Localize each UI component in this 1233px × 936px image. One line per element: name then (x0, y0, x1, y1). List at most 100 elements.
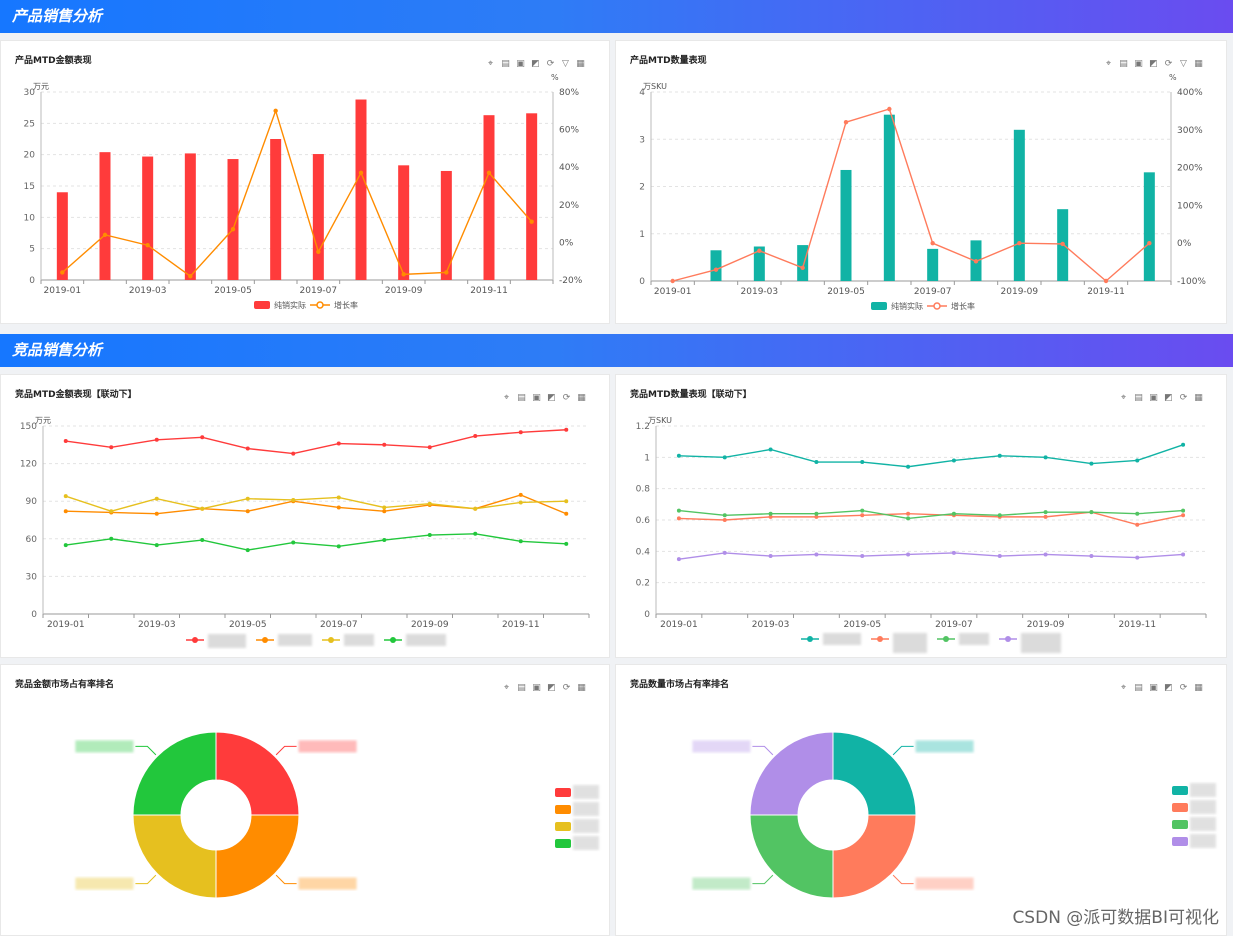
y-tick-label: 0.4 (636, 547, 651, 557)
image-icon[interactable]: ▣ (1149, 683, 1158, 693)
image-icon[interactable]: ▣ (532, 393, 541, 403)
y-tick-label: 0.2 (636, 579, 650, 589)
series-point (154, 511, 159, 516)
growth-point (444, 270, 449, 275)
series-point (951, 550, 956, 555)
growth-point (60, 270, 65, 275)
restore-icon[interactable]: ⟳ (1179, 683, 1188, 693)
move-icon[interactable]: ⌖ (1120, 683, 1127, 693)
panel-title: 竞品数量市场占有率排名 (630, 680, 730, 690)
bar (227, 159, 239, 280)
legend-swatch-dot (328, 637, 334, 643)
series-point (860, 460, 865, 465)
legend-label-obscured (344, 634, 374, 646)
save-icon[interactable]: ◩ (547, 683, 556, 693)
series-point (200, 506, 205, 511)
series-point (676, 557, 681, 562)
panel-competitor-quantity: 竞品MTD数量表现【联动下】 ⌖ ▤ ▣ ◩ ⟳ ▦ 0 0.2 0.4 0.6 0.8… (615, 374, 1227, 658)
qr-icon[interactable]: ▦ (577, 393, 586, 403)
y-tick-label: 2 (639, 183, 645, 193)
qr-icon[interactable]: ▦ (1194, 683, 1203, 693)
series-point (906, 552, 911, 557)
move-icon[interactable]: ⌖ (1105, 59, 1112, 69)
data-view-icon[interactable]: ▤ (1119, 59, 1128, 69)
legend-swatch (1172, 803, 1188, 812)
legend-swatch-dot (1005, 636, 1011, 642)
qr-icon[interactable]: ▦ (1194, 59, 1203, 69)
move-icon[interactable]: ⌖ (503, 393, 510, 403)
series-point (154, 496, 159, 501)
series-line (678, 444, 1184, 468)
series-point (1089, 510, 1094, 515)
series-point (1043, 510, 1048, 515)
growth-line (61, 108, 533, 278)
series-point (564, 499, 569, 504)
filter-icon[interactable]: ▽ (1180, 59, 1187, 69)
data-view-icon[interactable]: ▤ (1134, 393, 1143, 403)
y-tick-label: 25 (24, 119, 35, 129)
series-point (1043, 455, 1048, 460)
series-point (200, 538, 205, 543)
slice-label-obscured (75, 877, 134, 890)
qr-icon[interactable]: ▦ (1194, 393, 1203, 403)
bar (312, 154, 324, 280)
restore-icon[interactable]: ⟳ (562, 683, 571, 693)
chart-competitor-quantity-share (692, 731, 1216, 899)
panel-product-amount: 产品MTD金额表现 ⌖ ▤ ▣ ◩ ⟳ ▽ ▦ 0 5 10 15 20 25 30 2019… (0, 40, 610, 324)
growth-point (843, 120, 849, 125)
restore-icon[interactable]: ⟳ (562, 393, 571, 403)
filter-icon[interactable]: ▽ (562, 59, 569, 69)
pie-slice (132, 731, 217, 816)
image-icon[interactable]: ▣ (1134, 59, 1143, 69)
save-icon[interactable]: ◩ (1164, 393, 1173, 403)
x-tick-label: 2019-11 (502, 620, 540, 630)
series-point (382, 505, 387, 510)
panel-competitor-quantity-share: 竞品数量市场占有率排名 ⌖ ▤ ▣ ◩ ⟳ ▦ (615, 664, 1227, 936)
series-point (245, 548, 250, 553)
save-icon[interactable]: ◩ (1164, 683, 1173, 693)
label-leader-line (275, 874, 297, 885)
restore-icon[interactable]: ⟳ (1164, 59, 1173, 69)
panel-product-quantity: 产品MTD数量表现 ⌖ ▤ ▣ ◩ ⟳ ▽ ▦ 0 1 2 3 4 2019-01 2019… (615, 40, 1227, 324)
y2-tick-label: 0% (1177, 239, 1192, 249)
image-icon[interactable]: ▣ (1149, 393, 1158, 403)
y-tick-label: 1 (639, 230, 645, 240)
save-icon[interactable]: ◩ (531, 59, 540, 69)
y-axis-label: 万元 (33, 82, 49, 91)
series-point (1181, 513, 1186, 518)
series-point (245, 496, 250, 501)
y-tick-label: 5 (29, 245, 35, 255)
growth-point (887, 106, 892, 112)
move-icon[interactable]: ⌖ (487, 59, 494, 69)
restore-icon[interactable]: ⟳ (1179, 393, 1188, 403)
bar (142, 156, 154, 280)
legend-swatch-dot (933, 302, 941, 310)
data-view-icon[interactable]: ▤ (517, 683, 526, 693)
series-point (951, 458, 956, 463)
image-icon[interactable]: ▣ (516, 59, 525, 69)
image-icon[interactable]: ▣ (532, 683, 541, 693)
y2-tick-label: 80% (559, 88, 579, 98)
series-point (860, 513, 865, 518)
y-tick-label: 0 (639, 277, 645, 287)
qr-icon[interactable]: ▦ (576, 59, 585, 69)
y-tick-label: 15 (24, 182, 35, 192)
move-icon[interactable]: ⌖ (1120, 393, 1127, 403)
y2-axis-label: % (1169, 73, 1177, 82)
save-icon[interactable]: ◩ (547, 393, 556, 403)
bar (355, 99, 367, 280)
series-line (678, 552, 1184, 560)
data-view-icon[interactable]: ▤ (501, 59, 510, 69)
legend-label: 增长率 (334, 300, 358, 310)
x-tick-label: 2019-09 (385, 286, 423, 296)
series-point (676, 508, 681, 513)
qr-icon[interactable]: ▦ (577, 683, 586, 693)
series-point (564, 427, 569, 432)
restore-icon[interactable]: ⟳ (546, 59, 555, 69)
series-point (291, 540, 296, 545)
data-view-icon[interactable]: ▤ (1134, 683, 1143, 693)
data-view-icon[interactable]: ▤ (517, 393, 526, 403)
save-icon[interactable]: ◩ (1149, 59, 1158, 69)
y-tick-label: 3 (639, 135, 645, 145)
move-icon[interactable]: ⌖ (503, 683, 510, 693)
